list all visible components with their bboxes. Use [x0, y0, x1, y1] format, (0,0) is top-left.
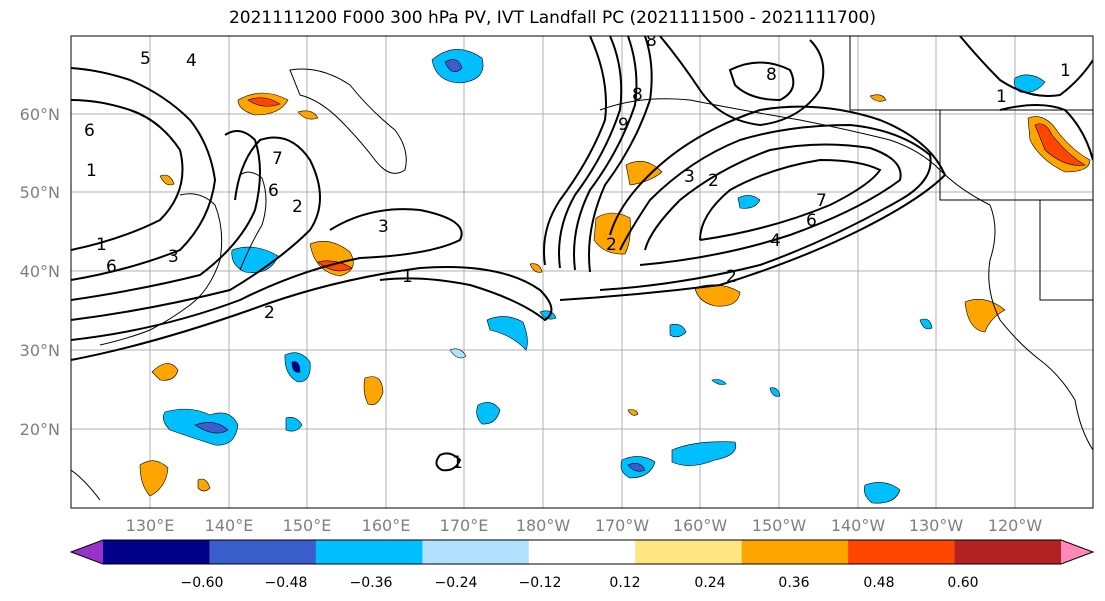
colorbar — [69, 539, 1095, 565]
lon-label: 180°W — [516, 516, 571, 535]
negative-anomaly-fills — [163, 49, 1046, 504]
contour-label: 2 — [606, 235, 617, 255]
colorbar-segment — [422, 540, 530, 564]
lon-label: 160°W — [673, 516, 728, 535]
contour-label: 8 — [766, 65, 777, 85]
lon-label: 130°W — [909, 516, 964, 535]
lat-label: 30°N — [20, 341, 60, 360]
lat-label: 20°N — [20, 420, 60, 439]
colorbar-segment — [635, 540, 743, 564]
colorbar-tick-label: 0.48 — [863, 575, 894, 591]
contour-label: 8 — [632, 85, 643, 105]
colorbar-segment — [954, 540, 1062, 564]
contour-label: 4 — [770, 231, 781, 251]
lon-label: 140°E — [205, 516, 254, 535]
colorbar-segment — [103, 540, 210, 564]
contour-label: 1 — [402, 267, 413, 287]
pv-contours — [71, 36, 1093, 472]
colorbar-tick-label: 0.24 — [694, 575, 725, 591]
contour-label: 3 — [378, 217, 389, 237]
lon-label: 130°E — [126, 516, 175, 535]
colorbar-segment — [528, 540, 636, 564]
contour-label-group: 5 4 6 1 2 3 6 7 2 3 8 8 1 3 2 2 4 7 6 1 … — [84, 31, 1071, 473]
contour-label: 1 — [86, 161, 97, 181]
colorbar-extend-high — [1061, 540, 1093, 564]
latitude-labels: 60°N 50°N 40°N 30°N 20°N — [20, 105, 60, 439]
positive-anomaly-fills — [139, 92, 1091, 497]
colorbar-tick-label: −0.36 — [350, 575, 393, 591]
colorbar-tick-label: 0.60 — [947, 575, 978, 591]
contour-label: 8 — [646, 31, 657, 51]
contour-label: 3 — [168, 247, 179, 267]
contour-label: 1 — [1060, 61, 1071, 81]
contour-label: 2 — [264, 303, 275, 323]
colorbar-segment — [315, 540, 423, 564]
colorbar-segment — [848, 540, 956, 564]
lon-label: 140°W — [831, 516, 886, 535]
map-title: 2021111200 F000 300 hPa PV, IVT Landfall… — [228, 8, 876, 28]
lon-label: 160°E — [362, 516, 411, 535]
lat-label: 60°N — [20, 105, 60, 124]
lon-label: 120°W — [988, 516, 1043, 535]
contour-label: 6 — [806, 211, 817, 231]
colorbar-tick-label: −0.60 — [181, 575, 224, 591]
graticule — [71, 36, 1093, 508]
lon-label: 170°E — [440, 516, 489, 535]
contour-label: 9 — [618, 115, 629, 135]
contour-label: 6 — [268, 181, 279, 201]
colorbar-segment — [741, 540, 849, 564]
contour-label: 5 — [140, 49, 151, 69]
colorbar-extend-low — [71, 540, 103, 564]
map-frame — [70, 35, 1094, 509]
contour-label: 1 — [996, 87, 1007, 107]
colorbar-outline — [69, 539, 1095, 565]
contour-label: 4 — [186, 51, 197, 71]
lat-label: 40°N — [20, 262, 60, 281]
contour-label: 3 — [684, 167, 695, 187]
colorbar-tick-label: 0.36 — [778, 575, 809, 591]
contour-label: 6 — [106, 257, 117, 277]
colorbar-tick-label: −0.12 — [519, 575, 562, 591]
colorbar-tick-labels: −0.60 −0.48 −0.36 −0.24 −0.12 0.12 0.24 … — [181, 575, 979, 591]
contour-label: 2 — [708, 171, 719, 191]
lon-label: 170°W — [595, 516, 650, 535]
colorbar-tick-label: 0.12 — [609, 575, 640, 591]
lon-label: 150°E — [283, 516, 332, 535]
colorbar-tick-label: −0.48 — [265, 575, 308, 591]
colorbar-tick-label: −0.24 — [435, 575, 478, 591]
contour-label: 7 — [816, 191, 827, 211]
contour-label: 2 — [292, 197, 303, 217]
contour-label: 6 — [84, 121, 95, 141]
lon-label: 150°W — [752, 516, 807, 535]
longitude-labels: 130°E 140°E 150°E 160°E 170°E 180°W 170°… — [126, 516, 1043, 535]
contour-label: 1 — [96, 235, 107, 255]
contour-label: 7 — [272, 149, 283, 169]
colorbar-segment — [209, 540, 317, 564]
contour-label: 1 — [452, 453, 463, 473]
contour-label: 2 — [726, 267, 737, 287]
lat-label: 50°N — [20, 183, 60, 202]
